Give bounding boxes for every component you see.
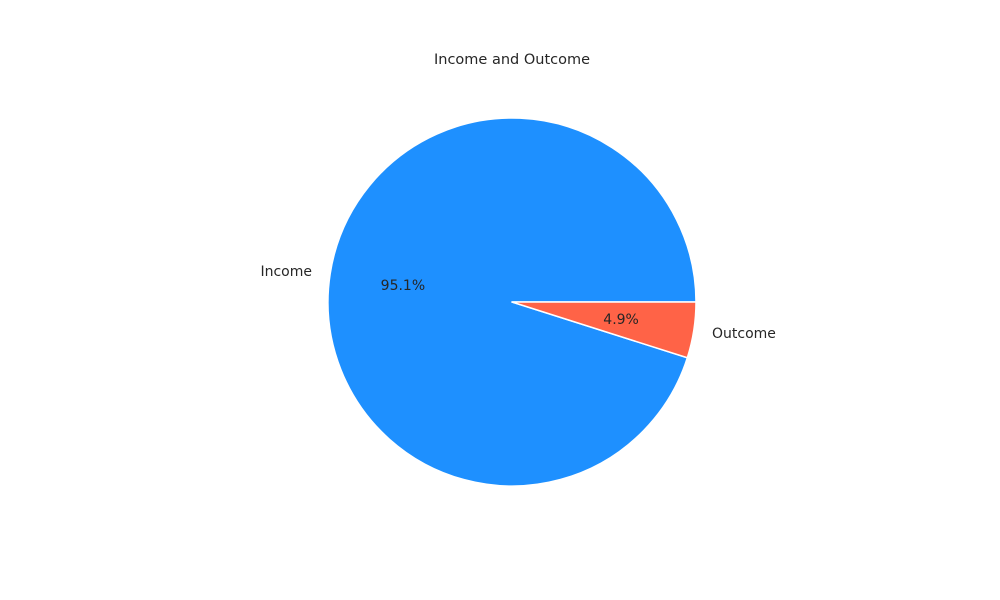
slice-percent-income: 95.1% [381, 278, 425, 294]
pie-labels: Income 95.1% Outcome 4.9% [260, 264, 775, 342]
chart-title: Income and Outcome [434, 52, 590, 68]
slice-label-outcome: Outcome [712, 326, 776, 342]
slice-percent-outcome: 4.9% [603, 312, 639, 328]
slice-label-income: Income [260, 264, 312, 280]
pie-slice-outcome [511, 301, 697, 359]
pie-slices [327, 117, 697, 487]
